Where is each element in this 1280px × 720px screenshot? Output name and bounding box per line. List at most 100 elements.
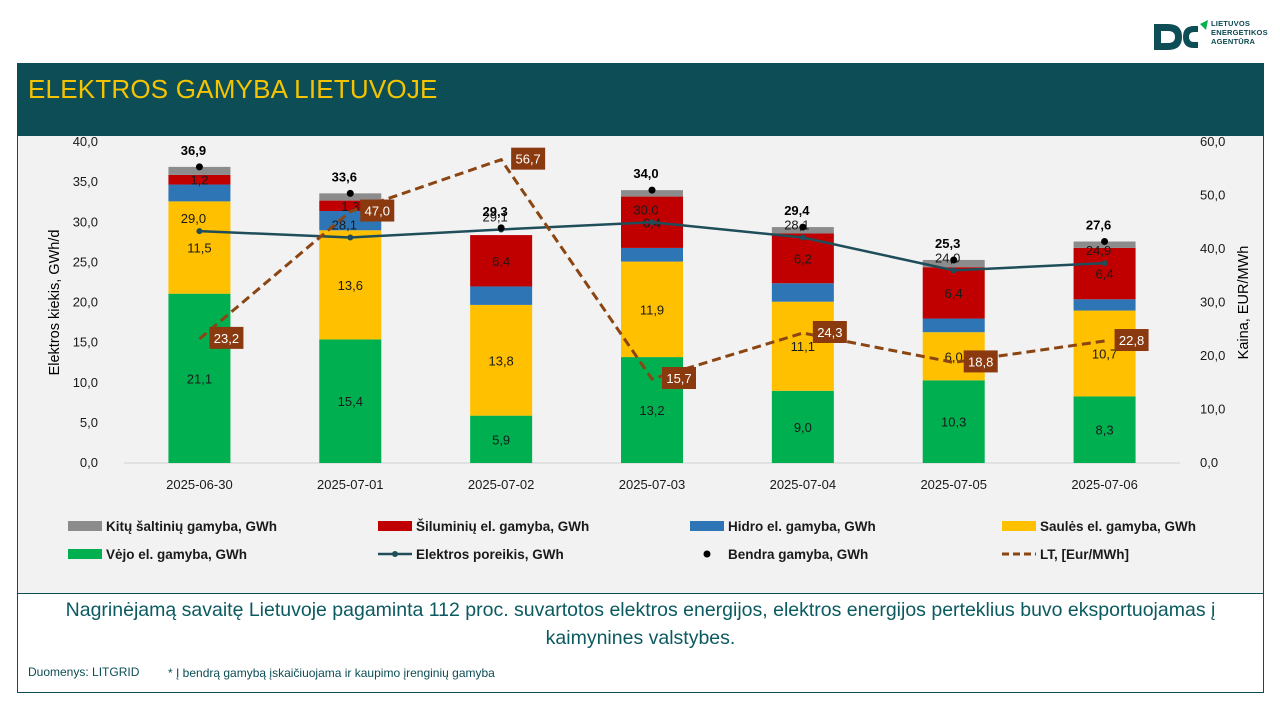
bar-segment: [922, 267, 985, 319]
price-label-box: [209, 326, 244, 349]
bar-segment: [470, 286, 533, 305]
logo-text: LIETUVOS ENERGETIKOS AGENTŪRA: [1211, 19, 1268, 46]
x-tick-label: 2025-07-04: [770, 477, 837, 492]
price-label-box: [360, 199, 395, 222]
y-tick-label: 0,0: [80, 455, 98, 470]
x-tick-label: 2025-07-02: [468, 477, 535, 492]
bar-data-label: 10,7: [1092, 346, 1117, 361]
bar-segment: [922, 259, 985, 268]
x-tick-label: 2025-07-05: [920, 477, 987, 492]
agency-logo: [1150, 16, 1270, 56]
bar-segment: [771, 390, 834, 463]
total-data-label: 33,6: [332, 169, 357, 184]
bar-segment: [1073, 299, 1136, 311]
demand-data-label: 24,0: [935, 250, 960, 265]
demand-data-label: 29,1: [482, 209, 507, 224]
bar-segment: [168, 166, 231, 175]
price-data-label: 56,7: [515, 152, 540, 167]
legend-swatch-marker: [392, 551, 398, 557]
demand-data-label: 28,1: [332, 217, 357, 232]
title-bar: ELEKTROS GAMYBA LIETUVOJE: [18, 64, 1263, 136]
logo-line-1: LIETUVOS: [1211, 19, 1251, 28]
bar-segment: [319, 193, 382, 201]
bar-segment: [621, 247, 683, 262]
bar-data-label: 1,2: [190, 173, 208, 188]
y-tick-label: 35,0: [73, 174, 98, 189]
demand-data-label: 30,0: [633, 202, 658, 217]
price-data-label: 22,8: [1119, 333, 1144, 348]
y2-tick-label: 40,0: [1200, 241, 1225, 256]
bar-segment: [470, 304, 533, 416]
y2-tick-label: 0,0: [1200, 455, 1218, 470]
y-tick-label: 5,0: [80, 415, 98, 430]
bar-data-label: 11,1: [791, 339, 815, 354]
legend-label: Bendra gamyba, GWh: [728, 547, 868, 562]
total-point: [648, 186, 656, 194]
total-data-label: 27,6: [1086, 218, 1111, 233]
bar-segment: [1073, 247, 1136, 300]
bar-data-label: 11,9: [640, 302, 664, 317]
bar-data-label: 6,4: [492, 254, 510, 269]
total-point: [799, 223, 807, 231]
demand-point: [347, 234, 354, 241]
legend-swatch: [68, 549, 102, 559]
bar-data-label: 15,4: [338, 394, 363, 409]
bar-segment: [922, 380, 985, 463]
demand-point: [1101, 260, 1108, 267]
price-label-box: [812, 320, 847, 343]
y-tick-label: 25,0: [73, 254, 98, 269]
total-data-label: 29,3: [482, 204, 507, 219]
logo-line-3: AGENTŪRA: [1211, 37, 1256, 46]
legend-label: Vėjo el. gamyba, GWh: [106, 547, 247, 562]
total-data-label: 34,0: [633, 166, 658, 181]
demand-point: [649, 219, 655, 226]
bar-data-label: 11,5: [187, 241, 211, 256]
legend-label: Hidro el. gamyba, GWh: [728, 519, 876, 534]
bar-data-label: 9,0: [794, 420, 812, 435]
legend-label: Elektros poreikis, GWh: [416, 547, 564, 562]
bar-segment: [168, 293, 231, 463]
bar-data-label: 6,4: [945, 286, 963, 301]
bar-data-label: 6,4: [1096, 267, 1114, 282]
demand-data-label: 24,9: [1086, 243, 1111, 258]
x-tick-label: 2025-07-06: [1071, 477, 1138, 492]
price-label-box: [511, 147, 546, 170]
demand-point: [950, 267, 957, 274]
total-data-label: 36,9: [181, 143, 206, 158]
logo-mark-icon: [1154, 20, 1208, 50]
bar-segment: [1073, 310, 1136, 397]
total-point: [1101, 238, 1109, 246]
total-data-label: 25,3: [935, 236, 960, 251]
y2-axis-title: Kaina, EUR/MWh: [1236, 246, 1252, 360]
bar-segment: [771, 301, 834, 391]
bar-data-label: 13,6: [338, 278, 363, 293]
chart: 0,0 5,0 10,0 15,0 20,0 25,0 30,0 35,0 40,0 0,0 10,…: [47, 136, 1252, 562]
legend-label: Saulės el. gamyba, GWh: [1040, 519, 1196, 534]
y-axis-title: Elektros kiekis, GWh/d: [47, 230, 63, 376]
demand-data-label: 29,0: [181, 211, 206, 226]
y2-tick-label: 20,0: [1200, 348, 1225, 363]
total-point: [950, 256, 958, 264]
bar-segment: [470, 415, 533, 463]
total-point: [346, 189, 354, 197]
bar-segment: [168, 184, 231, 202]
x-tick-label: 2025-06-30: [166, 477, 233, 492]
legend-swatch: [378, 521, 412, 531]
bar-segment: [319, 230, 382, 340]
price-label-box: [1114, 329, 1149, 352]
note-text: * Į bendrą gamybą įskaičiuojama ir kaupi…: [168, 666, 495, 680]
y2-tick-label: 30,0: [1200, 295, 1225, 310]
price-label-box: [963, 350, 998, 373]
bar-data-label: 5,9: [492, 432, 510, 447]
bar-data-label: 13,8: [488, 353, 513, 368]
price-data-label: 15,7: [666, 371, 691, 386]
logo-line-2: ENERGETIKOS: [1211, 28, 1268, 37]
total-data-label: 29,4: [784, 203, 810, 218]
price-data-label: 47,0: [365, 204, 390, 219]
price-data-label: 18,8: [968, 354, 993, 369]
summary-text: Nagrinėjamą savaitę Lietuvoje pagaminta …: [65, 599, 1216, 649]
chart-area: 0,0 5,0 10,0 15,0 20,0 25,0 30,0 35,0 40,0 0,0 10,…: [18, 136, 1263, 593]
legend-swatch: [690, 521, 724, 531]
bar-segment: [621, 261, 683, 358]
price-line: [198, 157, 1105, 381]
